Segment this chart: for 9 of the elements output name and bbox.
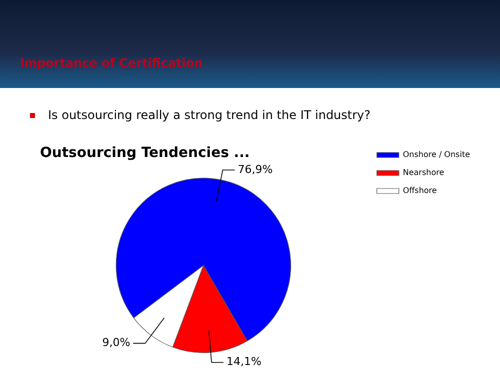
text: Is outsourcing really a strong trend in the IT industry? (48, 108, 371, 122)
legend-label: Nearshore (402, 168, 444, 178)
legend-label: Offshore (402, 186, 437, 196)
text: Importance of Certification (20, 56, 203, 70)
legend-label: Onshore / Onsite (402, 150, 470, 160)
data-label: 9,0% (102, 336, 130, 350)
data-label: 76,9% (238, 162, 273, 176)
data-label: 14,1% (226, 355, 262, 368)
chart-title: Outsourcing Tendencies ... (40, 145, 250, 162)
